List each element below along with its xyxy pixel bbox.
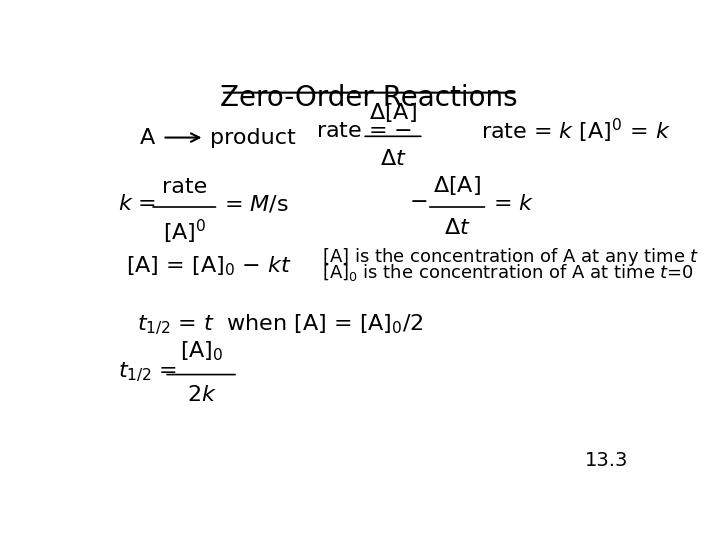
Text: [A]$_0$: [A]$_0$ (180, 340, 223, 363)
Text: [A] is the concentration of A at any time $t$: [A] is the concentration of A at any tim… (322, 246, 699, 268)
Text: $2k$: $2k$ (186, 385, 217, 405)
Text: A: A (140, 127, 156, 147)
Text: $-$: $-$ (409, 190, 428, 210)
Text: product: product (210, 127, 296, 147)
Text: $\Delta t$: $\Delta t$ (444, 218, 470, 238)
Text: = $k$: = $k$ (493, 194, 534, 214)
Text: rate = $-$: rate = $-$ (316, 122, 413, 141)
Text: Zero-Order Reactions: Zero-Order Reactions (220, 84, 518, 112)
Text: [A]$^0$: [A]$^0$ (163, 218, 207, 246)
Text: $t_{1/2}$ = $t$  when [A] = [A]$_0$/2: $t_{1/2}$ = $t$ when [A] = [A]$_0$/2 (138, 313, 423, 337)
Text: 13.3: 13.3 (585, 451, 629, 470)
Text: $k$ =: $k$ = (118, 194, 156, 214)
Text: rate: rate (162, 177, 207, 197)
Text: $\Delta$[A]: $\Delta$[A] (433, 173, 481, 197)
Text: [A] = [A]$_0$ $-$ $kt$: [A] = [A]$_0$ $-$ $kt$ (126, 255, 292, 278)
Text: [A]$_0$ is the concentration of A at time $t$=0: [A]$_0$ is the concentration of A at tim… (322, 262, 693, 283)
Text: $\Delta$[A]: $\Delta$[A] (369, 101, 417, 124)
Text: rate = $k$ [A]$^0$ = $k$: rate = $k$ [A]$^0$ = $k$ (481, 117, 670, 145)
Text: $t_{1/2}$ =: $t_{1/2}$ = (118, 361, 177, 384)
Text: $\Delta t$: $\Delta t$ (379, 149, 406, 169)
Text: = $M$/s: = $M$/s (224, 194, 289, 214)
